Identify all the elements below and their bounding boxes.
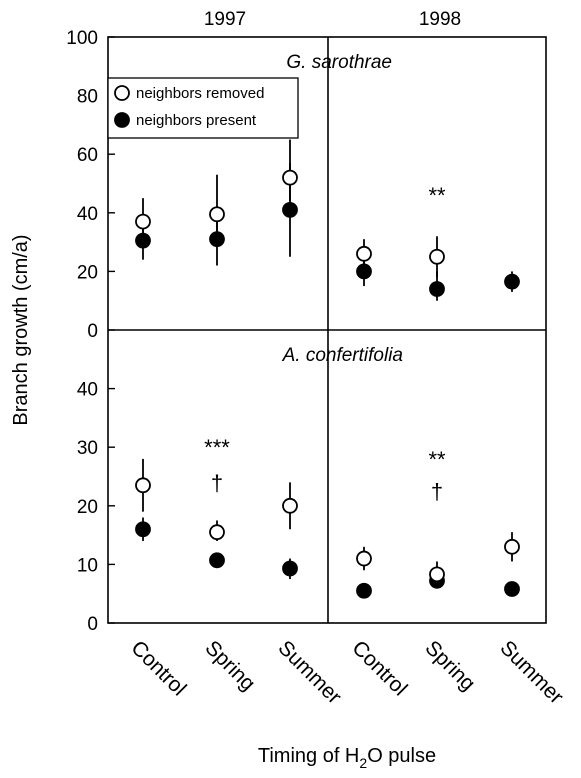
significance-annotation: † (431, 479, 443, 504)
y-tick-label: 40 (77, 380, 98, 401)
y-tick-label: 20 (77, 497, 98, 518)
y-tick-label: 80 (77, 87, 98, 108)
y-tick-label: 0 (87, 321, 98, 342)
y-ticks: 0 20 40 60 80 100 0 10 20 30 40 (66, 28, 115, 635)
y-tick-label: 60 (77, 145, 98, 166)
neighbors-removed-point (282, 497, 298, 514)
x-axis-label-subscript: 2 (359, 755, 367, 771)
neighbors-removed-point (429, 566, 445, 583)
neighbors-removed-point (135, 477, 151, 494)
neighbors-removed-point (356, 550, 372, 567)
neighbors-present-point (282, 201, 298, 218)
x-category-label: Summer (495, 636, 567, 708)
significance-annotation: *** (204, 435, 230, 460)
neighbors-present-point (135, 521, 151, 538)
neighbors-removed-point (356, 245, 372, 262)
neighbors-removed-point (209, 206, 225, 223)
y-axis-label: Branch growth (cm/a) (10, 234, 32, 425)
x-axis-label: Timing of H2O pulse (258, 745, 436, 771)
panel-species-title: A. confertifolia (282, 345, 403, 366)
y-tick-label: 0 (87, 614, 98, 635)
legend-present-marker (114, 112, 130, 128)
x-category-label: Control (347, 636, 411, 700)
y-tick-label: 100 (66, 28, 98, 49)
chart-marks (135, 139, 520, 599)
y-tick-label: 40 (77, 204, 98, 225)
x-category-label: Spring (200, 636, 259, 695)
panel-species-title: G. sarothrae (286, 52, 392, 73)
x-axis-label-part: O pulse (367, 745, 436, 767)
neighbors-present-point (356, 582, 372, 599)
year-label: 1997 (204, 9, 246, 30)
significance-annotation: ** (428, 183, 446, 208)
y-tick-label: 30 (77, 438, 98, 459)
neighbors-present-point (504, 581, 520, 597)
x-category-label: Summer (273, 636, 345, 708)
x-axis-label-part: Timing of H (258, 745, 360, 767)
legend-removed-marker (114, 85, 130, 101)
neighbors-present-point (209, 552, 225, 569)
neighbors-present-point (504, 273, 520, 290)
x-category-label: Spring (420, 636, 479, 695)
neighbors-present-point (356, 263, 372, 280)
legend-box (107, 77, 299, 139)
neighbors-removed-point (209, 524, 225, 541)
significance-annotation: † (211, 470, 223, 495)
neighbors-present-point (429, 281, 445, 297)
neighbors-removed-point (135, 213, 151, 230)
legend-present-label: neighbors present (136, 112, 257, 129)
significance-annotation: ** (428, 447, 446, 472)
neighbors-removed-point (504, 538, 520, 555)
y-tick-label: 20 (77, 262, 98, 283)
neighbors-removed-point (429, 248, 445, 265)
neighbors-present-point (282, 560, 298, 577)
legend: neighbors removed neighbors present (107, 77, 299, 139)
legend-removed-label: neighbors removed (136, 85, 264, 102)
y-tick-label: 10 (77, 555, 98, 576)
year-label: 1998 (419, 9, 461, 30)
neighbors-removed-point (282, 169, 298, 186)
x-category-label: Control (126, 636, 190, 700)
